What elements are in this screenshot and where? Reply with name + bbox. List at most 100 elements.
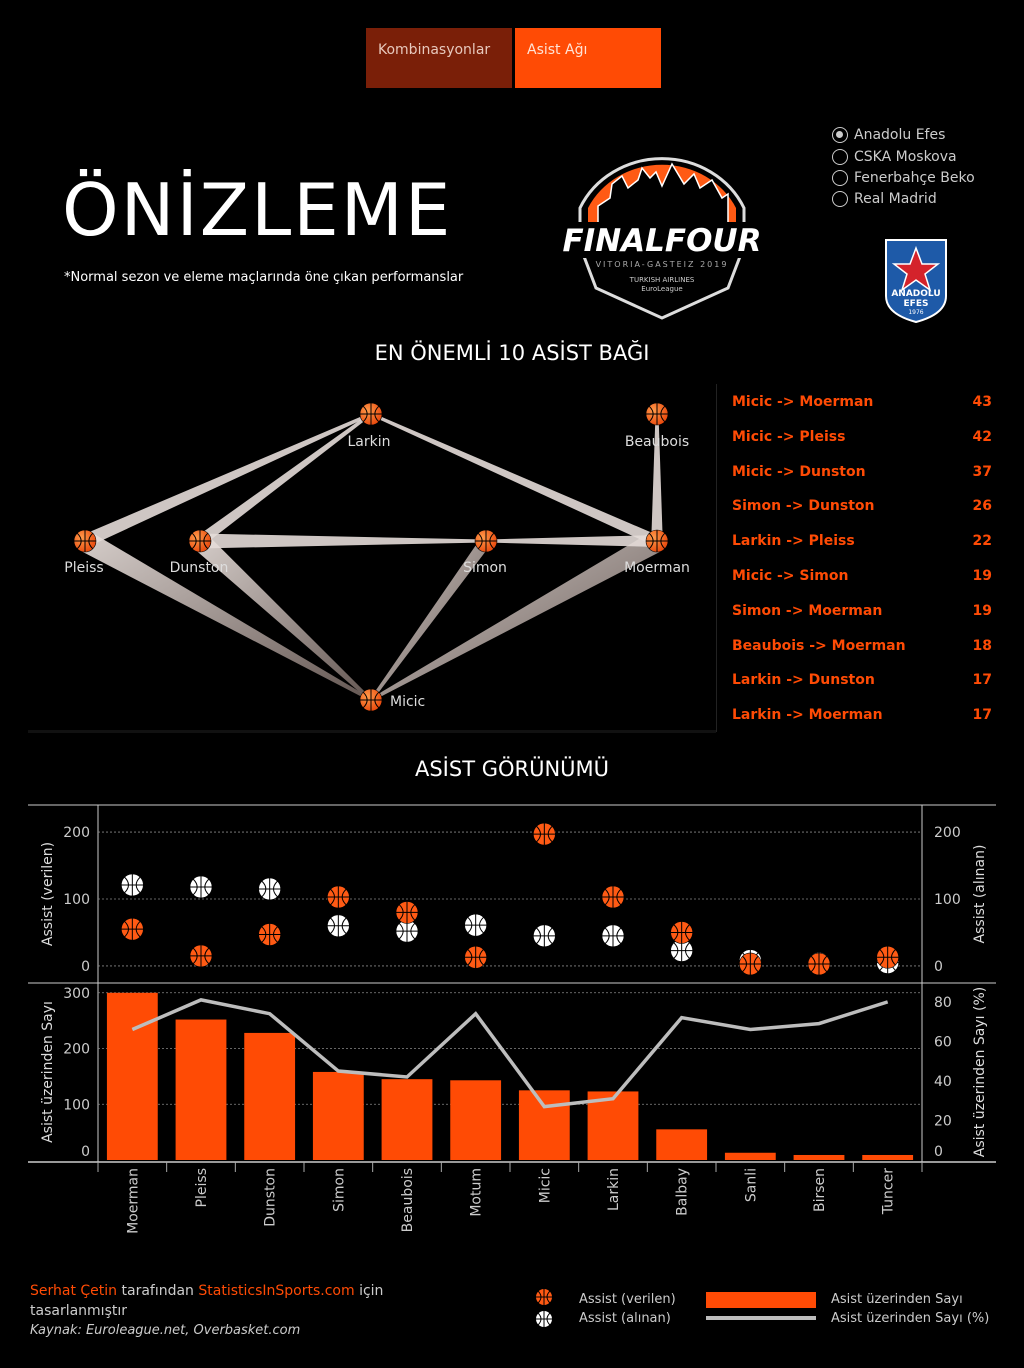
ytick-left-bottom: 100 <box>63 1097 90 1113</box>
assist-network: Larkin Beaubois Pleiss Dunston Simon Moerman M… <box>28 402 716 733</box>
xtick-birsen: Birsen <box>812 1168 828 1212</box>
xtick-balbay: Balbay <box>675 1168 691 1216</box>
network-label-dunston: Dunston <box>170 560 229 576</box>
top-link-label: Larkin -> Moerman <box>732 707 883 724</box>
point-alinan-pleiss <box>189 875 213 899</box>
top-link-row[interactable]: Micic -> Pleiss 42 <box>732 429 992 445</box>
network-link-micic-simon <box>369 537 491 701</box>
logo-text: FINALFOUR <box>563 223 762 259</box>
top-link-row[interactable]: Micic -> Simon 19 <box>732 568 992 584</box>
credit-text: Serhat Çetin tarafından StatisticsInSpor… <box>30 1283 384 1319</box>
network-node-moerman <box>645 529 669 553</box>
top-link-value: 17 <box>972 672 992 689</box>
site-link[interactable]: StatisticsInSports.com <box>198 1283 355 1299</box>
top-link-row[interactable]: Larkin -> Dunston 17 <box>732 672 992 688</box>
network-link-larkin-pleiss <box>82 412 372 548</box>
top-link-row[interactable]: Larkin -> Pleiss 22 <box>732 533 992 549</box>
top-link-value: 42 <box>972 428 992 445</box>
point-verilen-motum <box>464 945 487 969</box>
legend-orange-ball-icon <box>536 1289 552 1305</box>
xtick-beaubois: Beaubois <box>400 1168 416 1232</box>
ytick-right-bottom: 0 <box>934 1144 943 1160</box>
team-option-cska[interactable]: CSKA Moskova <box>832 149 957 165</box>
xtick-tuncer: Tuncer <box>881 1168 897 1215</box>
top-link-label: Micic -> Moerman <box>732 394 874 410</box>
svg-text:ANADOLU: ANADOLU <box>891 289 940 299</box>
legend-label-yuzde: Asist üzerinden Sayı (%) <box>831 1311 990 1326</box>
ytick-left-top: 100 <box>63 892 90 908</box>
bar-tuncer <box>862 1154 914 1160</box>
xtick-sanli: Sanli <box>743 1168 759 1202</box>
top-link-label: Larkin -> Dunston <box>732 672 875 689</box>
team-option-anadolu-efes[interactable]: Anadolu Efes <box>832 127 945 143</box>
top-link-row[interactable]: Micic -> Moerman 43 <box>732 394 992 410</box>
author-name: Serhat Çetin <box>30 1283 118 1299</box>
ytick-right-bottom: 40 <box>934 1074 952 1090</box>
top-link-row[interactable]: Simon -> Dunston 26 <box>732 498 992 514</box>
point-alinan-dunston <box>258 877 281 901</box>
top-link-row[interactable]: Simon -> Moerman 19 <box>732 603 992 619</box>
ytick-left-top: 0 <box>81 959 90 975</box>
top-link-value: 43 <box>972 394 992 410</box>
network-node-simon <box>474 529 498 553</box>
network-label-moerman: Moerman <box>624 560 690 576</box>
bar-motum <box>450 1080 502 1160</box>
radio-icon <box>832 149 848 165</box>
top-link-row[interactable]: Micic -> Dunston 37 <box>732 464 992 480</box>
svg-text:TURKISH AIRLINES: TURKISH AIRLINES <box>629 276 695 284</box>
network-label-simon: Simon <box>463 560 507 576</box>
point-verilen-larkin <box>601 885 625 909</box>
network-link-larkin-dunston <box>196 412 372 546</box>
legend-label-verilen: Assist (verilen) <box>579 1292 676 1307</box>
assist-section-title: ASİST GÖRÜNÜMÜ <box>414 757 610 781</box>
radio-icon <box>832 191 848 207</box>
svg-text:1976: 1976 <box>908 309 923 316</box>
point-verilen-dunston <box>258 923 281 946</box>
network-label-larkin: Larkin <box>347 434 390 450</box>
ytick-left-bottom: 300 <box>63 986 90 1002</box>
top-link-row[interactable]: Beaubois -> Moerman 18 <box>732 638 992 654</box>
page-subtitle: *Normal sezon ve eleme maçlarında öne çı… <box>64 270 464 285</box>
top-link-label: Simon -> Moerman <box>732 602 883 619</box>
xtick-dunston: Dunston <box>263 1168 279 1227</box>
top-link-label: Larkin -> Pleiss <box>732 533 855 550</box>
network-label-beaubois: Beaubois <box>625 434 689 450</box>
ytick-left-bottom: 200 <box>63 1042 90 1058</box>
network-link-simon-dunston <box>200 533 486 549</box>
tab-asist-agi[interactable]: Asist Ağı <box>515 28 661 88</box>
source-text: Kaynak: Euroleague.net, Overbasket.com <box>30 1323 301 1338</box>
radio-selected-icon <box>832 127 848 143</box>
point-verilen-pleiss <box>189 944 213 968</box>
ytick-right-bottom: 20 <box>934 1113 952 1129</box>
point-verilen-moerman <box>121 917 144 941</box>
point-alinan-simon <box>327 914 350 938</box>
ytick-right-bottom: 60 <box>934 1034 952 1050</box>
xtick-pleiss: Pleiss <box>194 1168 210 1207</box>
network-node-larkin <box>359 402 383 426</box>
top-link-label: Micic -> Dunston <box>732 463 866 480</box>
bar-beaubois <box>381 1079 433 1160</box>
point-alinan-motum <box>464 913 487 937</box>
top-link-value: 19 <box>972 602 992 619</box>
svg-text:EuroLeague: EuroLeague <box>641 285 682 293</box>
ylabel-sayi: Asist üzerinden Sayı <box>40 1001 56 1143</box>
xtick-simon: Simon <box>331 1168 347 1212</box>
top-link-value: 19 <box>972 568 992 584</box>
page-title: ÖNİZLEME <box>62 168 453 252</box>
network-node-beaubois <box>645 402 669 426</box>
legend-label-sayi: Asist üzerinden Sayı <box>831 1292 963 1307</box>
bar-micic <box>518 1090 570 1160</box>
xtick-larkin: Larkin <box>606 1168 622 1211</box>
top-link-row[interactable]: Larkin -> Moerman 17 <box>732 707 992 723</box>
point-verilen-tuncer <box>876 945 899 969</box>
team-option-fenerbahce[interactable]: Fenerbahçe Beko <box>832 170 975 186</box>
network-section-title: EN ÖNEMLİ 10 ASİST BAĞI <box>374 341 650 365</box>
point-verilen-simon <box>327 885 350 909</box>
ytick-right-top: 100 <box>934 892 961 908</box>
top-link-label: Simon -> Dunston <box>732 498 875 515</box>
team-option-real-madrid[interactable]: Real Madrid <box>832 191 937 207</box>
tab-kombinasyonlar[interactable]: Kombinasyonlar <box>366 28 512 88</box>
point-verilen-birsen <box>807 952 831 976</box>
network-label-pleiss: Pleiss <box>64 560 103 576</box>
network-node-micic <box>359 688 383 712</box>
